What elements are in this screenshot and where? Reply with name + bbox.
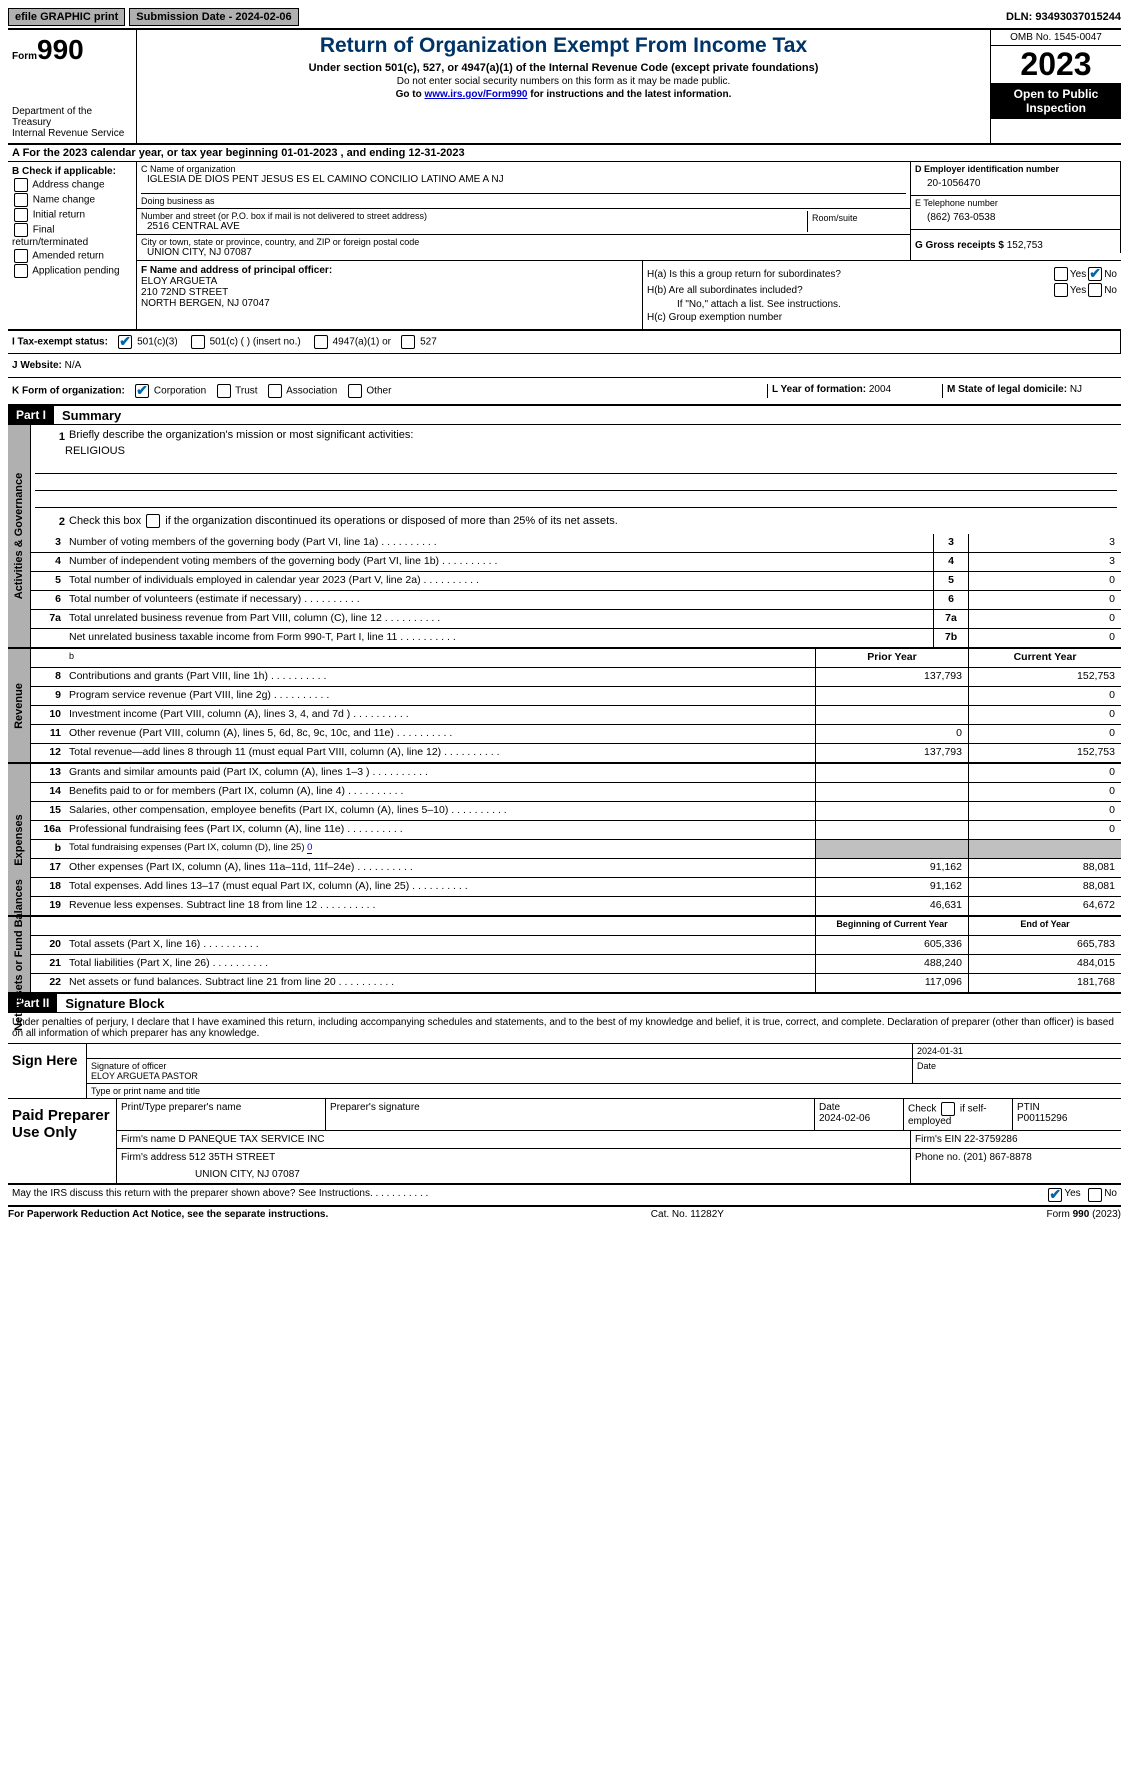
row-j: J Website: N/A — [8, 354, 1121, 378]
exp-line: 16aProfessional fundraising fees (Part I… — [31, 821, 1121, 840]
exp-line: 17Other expenses (Part IX, column (A), l… — [31, 859, 1121, 878]
chk-address-change[interactable]: Address change — [12, 178, 132, 192]
box-h: H(a) Is this a group return for subordin… — [643, 261, 1121, 329]
exp-line: 19Revenue less expenses. Subtract line 1… — [31, 897, 1121, 915]
ha-yes[interactable] — [1054, 267, 1068, 281]
chk-app-pending[interactable]: Application pending — [12, 264, 132, 278]
street-cell: Number and street (or P.O. box if mail i… — [137, 209, 911, 235]
chk-corp[interactable] — [135, 384, 149, 398]
netassets-block: Net Assets or Fund Balances Beginning of… — [8, 917, 1121, 994]
exp-line: 18Total expenses. Add lines 13–17 (must … — [31, 878, 1121, 897]
chk-name-change[interactable]: Name change — [12, 193, 132, 207]
chk-discontinued[interactable] — [146, 514, 160, 528]
exp-line: 15Salaries, other compensation, employee… — [31, 802, 1121, 821]
ein-cell: D Employer identification number 20-1056… — [911, 162, 1121, 196]
expenses-block: Expenses 13Grants and similar amounts pa… — [8, 764, 1121, 917]
row-a-taxyear: A For the 2023 calendar year, or tax yea… — [8, 145, 1121, 162]
governance-block: Activities & Governance 1Briefly describ… — [8, 425, 1121, 649]
chk-527[interactable] — [401, 335, 415, 349]
exp-line: 13Grants and similar amounts paid (Part … — [31, 764, 1121, 783]
rev-line: 11Other revenue (Part VIII, column (A), … — [31, 725, 1121, 744]
perjury-declaration: Under penalties of perjury, I declare th… — [8, 1013, 1121, 1044]
gov-line: 3Number of voting members of the governi… — [31, 534, 1121, 553]
top-bar: efile GRAPHIC print Submission Date - 20… — [8, 8, 1121, 30]
dln: DLN: 93493037015244 — [1006, 11, 1121, 23]
chk-amended[interactable]: Amended return — [12, 249, 132, 263]
subtitle-2: Do not enter social security numbers on … — [141, 76, 986, 87]
box-b: B Check if applicable: Address change Na… — [8, 162, 137, 329]
gov-line: 6Total number of volunteers (estimate if… — [31, 591, 1121, 610]
omb-number: OMB No. 1545-0047 — [991, 30, 1121, 46]
rev-line: 12Total revenue—add lines 8 through 11 (… — [31, 744, 1121, 762]
hb-yes[interactable] — [1054, 283, 1068, 297]
section-b-to-g: B Check if applicable: Address change Na… — [8, 162, 1121, 330]
form-number: Form990 — [12, 34, 132, 66]
chk-501c[interactable] — [191, 335, 205, 349]
chk-4947[interactable] — [314, 335, 328, 349]
exp-line: 14Benefits paid to or for members (Part … — [31, 783, 1121, 802]
org-name-cell: C Name of organization IGLESIA DE DIOS P… — [137, 162, 911, 209]
row-i-j: I Tax-exempt status: 501(c)(3) 501(c) ( … — [8, 330, 1121, 354]
chk-501c3[interactable] — [118, 335, 132, 349]
net-line: 20Total assets (Part X, line 16)605,3366… — [31, 936, 1121, 955]
net-line: 22Net assets or fund balances. Subtract … — [31, 974, 1121, 992]
discuss-row: May the IRS discuss this return with the… — [8, 1185, 1121, 1207]
gov-line: 7aTotal unrelated business revenue from … — [31, 610, 1121, 629]
sign-here-block: Sign Here 2024-01-31 Signature of office… — [8, 1044, 1121, 1099]
form-header: Form990 Department of the Treasury Inter… — [8, 30, 1121, 145]
subtitle-1: Under section 501(c), 527, or 4947(a)(1)… — [141, 62, 986, 74]
gov-line: 5Total number of individuals employed in… — [31, 572, 1121, 591]
part2-header: Part II Signature Block — [8, 994, 1121, 1013]
discuss-no[interactable] — [1088, 1188, 1102, 1202]
part1-header: Part I Summary — [8, 406, 1121, 425]
chk-final-return[interactable]: Final return/terminated — [12, 223, 132, 248]
chk-self-employed[interactable] — [941, 1102, 955, 1116]
paid-preparer-block: Paid Preparer Use Only Print/Type prepar… — [8, 1099, 1121, 1185]
tax-year: 2023 — [991, 46, 1121, 83]
gross-cell: G Gross receipts $ 152,753 — [911, 230, 1121, 253]
revenue-block: Revenue b Prior Year Current Year 8Contr… — [8, 649, 1121, 764]
submission-date: Submission Date - 2024-02-06 — [129, 8, 298, 26]
box-f: F Name and address of principal officer:… — [137, 261, 643, 329]
chk-other[interactable] — [348, 384, 362, 398]
net-line: 21Total liabilities (Part X, line 26)488… — [31, 955, 1121, 974]
chk-trust[interactable] — [217, 384, 231, 398]
footer: For Paperwork Reduction Act Notice, see … — [8, 1207, 1121, 1220]
gov-line: Net unrelated business taxable income fr… — [31, 629, 1121, 647]
chk-initial-return[interactable]: Initial return — [12, 208, 132, 222]
exp-line: bTotal fundraising expenses (Part IX, co… — [31, 840, 1121, 859]
rev-line: 9Program service revenue (Part VIII, lin… — [31, 687, 1121, 706]
subtitle-3: Go to www.irs.gov/Form990 for instructio… — [141, 89, 986, 100]
rev-line: 10Investment income (Part VIII, column (… — [31, 706, 1121, 725]
open-to-public: Open to Public Inspection — [991, 83, 1121, 119]
dept-label: Department of the Treasury Internal Reve… — [12, 106, 132, 139]
irs-link[interactable]: www.irs.gov/Form990 — [424, 89, 527, 100]
form-title: Return of Organization Exempt From Incom… — [141, 34, 986, 58]
city-cell: City or town, state or province, country… — [137, 235, 911, 260]
hb-no[interactable] — [1088, 283, 1102, 297]
ha-no[interactable] — [1088, 267, 1102, 281]
tel-cell: E Telephone number (862) 763-0538 — [911, 196, 1121, 230]
row-k: K Form of organization: Corporation Trus… — [8, 378, 1121, 406]
rev-line: 8Contributions and grants (Part VIII, li… — [31, 668, 1121, 687]
efile-badge: efile GRAPHIC print — [8, 8, 125, 26]
mission-text: RELIGIOUS — [35, 445, 1117, 457]
gov-line: 4Number of independent voting members of… — [31, 553, 1121, 572]
chk-assoc[interactable] — [268, 384, 282, 398]
discuss-yes[interactable] — [1048, 1188, 1062, 1202]
